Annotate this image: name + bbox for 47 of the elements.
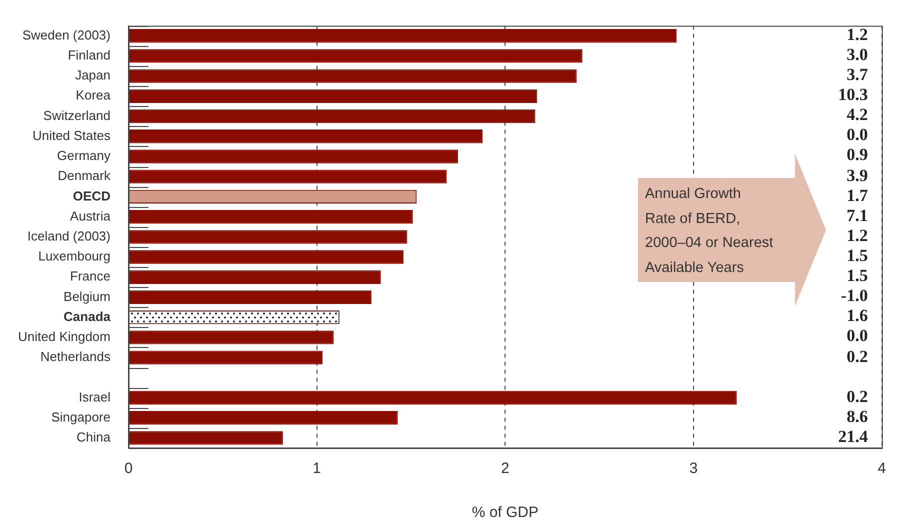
annotation: 1.7 — [846, 186, 868, 207]
x-tick-label: 0 — [124, 460, 133, 478]
y-tick-label: Finland — [68, 48, 110, 63]
annotation: 8.6 — [846, 406, 868, 428]
y-tick-label: Denmark — [58, 168, 111, 184]
annotation: 7.1 — [846, 206, 868, 227]
annotation: 0.2 — [846, 386, 868, 408]
x-tick-label: 1 — [312, 460, 322, 478]
annotation: 3.9 — [846, 166, 868, 187]
y-tick-label: Germany — [57, 148, 111, 164]
annotation: 1.6 — [846, 306, 868, 328]
y-tick-label: Korea — [76, 88, 112, 103]
y-tick-label: OECD — [72, 188, 110, 204]
annotation: 21.4 — [838, 426, 868, 448]
y-tick-label: Israel — [78, 389, 111, 404]
y-tick-label: Singapore — [51, 409, 110, 424]
annotation: 3.7 — [846, 65, 868, 86]
y-tick-label: United Kingdom — [18, 329, 110, 344]
arrow-callout: Annual Growth Rate of BERD, 2000–04 or Nearest Available Years — [638, 154, 826, 306]
annotation: 1.2 — [846, 24, 868, 46]
x-axis-title: % of GDP — [472, 504, 539, 522]
y-tick-label: Netherlands — [40, 349, 111, 364]
annotation: 4.2 — [846, 105, 868, 126]
y-tick-label: Luxembourg — [38, 248, 110, 264]
annotation: 0.0 — [846, 125, 868, 146]
annotation: 0.2 — [846, 346, 868, 368]
annotation: 1.5 — [846, 266, 868, 288]
y-tick-label: Belgium — [64, 288, 110, 304]
x-tick-label: 3 — [689, 460, 698, 478]
annotation: -1.0 — [840, 286, 868, 308]
annotation: 10.3 — [838, 85, 868, 106]
x-tick-label: 2 — [500, 460, 510, 478]
y-tick-label: Iceland (2003) — [27, 228, 110, 244]
y-tick-label: Japan — [75, 68, 110, 83]
y-tick-label: France — [70, 268, 110, 284]
annotation: 1.5 — [846, 246, 868, 267]
annotation: 1.2 — [846, 226, 868, 247]
y-tick-label: China — [76, 430, 112, 445]
y-tick-label: United States — [32, 128, 111, 143]
y-tick-label: Canada — [64, 308, 112, 324]
x-tick-label: 4 — [878, 460, 886, 478]
annotation: 3.0 — [846, 44, 868, 66]
y-tick-label: Austria — [70, 208, 112, 224]
annotation: 0.0 — [846, 326, 868, 348]
y-tick-label: Switzerland — [43, 108, 110, 123]
y-tick-label: Sweden (2003) — [22, 27, 110, 42]
annotation: 0.9 — [846, 145, 868, 166]
